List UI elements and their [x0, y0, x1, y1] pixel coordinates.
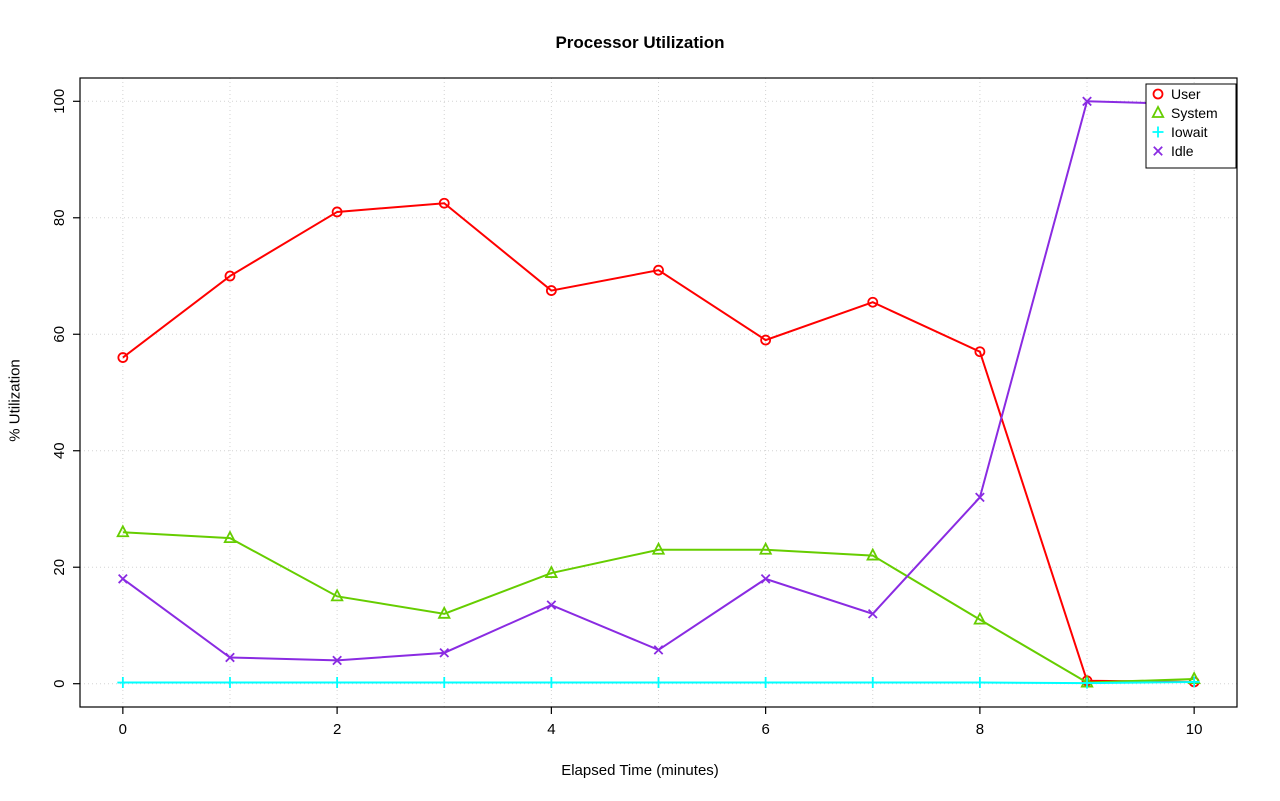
y-tick-label: 20 [51, 559, 68, 576]
series-marker-iowait [117, 677, 129, 689]
series-marker-system [437, 605, 451, 619]
series-marker-user [974, 346, 986, 358]
series-marker-iowait [867, 677, 879, 689]
x-axis-label: Elapsed Time (minutes) [561, 762, 719, 779]
series-marker-system [973, 611, 987, 625]
series-marker-iowait [974, 677, 986, 689]
x-tick-label: 2 [333, 721, 341, 738]
series-marker-iowait [1081, 677, 1093, 689]
legend-symbol-iowait [1152, 126, 1164, 138]
series-marker-idle [653, 645, 664, 655]
x-tick-label: 8 [976, 721, 984, 738]
legend-label-iowait: Iowait [1171, 124, 1208, 140]
series-marker-iowait [760, 677, 772, 689]
y-tick-label: 40 [51, 442, 68, 459]
series-marker-idle [546, 600, 557, 610]
series-marker-idle [332, 655, 342, 666]
series-marker-user [653, 264, 664, 276]
series-marker-iowait [653, 677, 664, 689]
series-marker-user [117, 352, 129, 363]
series-marker-system [116, 524, 130, 538]
series-marker-idle [867, 608, 878, 619]
x-tick-label: 6 [761, 721, 769, 738]
series-marker-iowait [438, 677, 450, 689]
series-line-user [122, 202, 1195, 683]
series-marker-iowait [1188, 676, 1200, 688]
y-tick-label: 0 [51, 680, 68, 688]
legend-symbol-system [1151, 105, 1165, 118]
legend-symbol-idle [1153, 146, 1163, 156]
series-marker-system [544, 565, 559, 578]
series-marker-system [866, 547, 880, 561]
series-marker-idle [439, 647, 450, 658]
series-marker-iowait [545, 677, 557, 689]
plot-box [79, 77, 1238, 708]
series-line-system [122, 531, 1195, 684]
x-tick-label: 0 [119, 721, 127, 738]
series-marker-user [438, 197, 450, 209]
y-tick-label: 60 [51, 326, 68, 343]
series-marker-idle [118, 574, 128, 584]
series-marker-system [330, 588, 344, 602]
x-tick-label: 10 [1186, 721, 1203, 738]
series-marker-system [223, 530, 237, 544]
series-marker-iowait [224, 677, 236, 689]
series-marker-system [758, 541, 773, 555]
series-marker-idle [975, 492, 985, 503]
y-tick-label: 100 [51, 89, 68, 114]
series-marker-idle [225, 652, 235, 663]
series-marker-system [651, 541, 666, 555]
legend-symbol-user [1152, 88, 1164, 100]
legend-label-idle: Idle [1171, 143, 1194, 159]
series-marker-user [331, 206, 343, 218]
series-marker-user [760, 334, 772, 346]
series-marker-idle [1082, 96, 1092, 107]
x-tick-label: 4 [547, 721, 555, 738]
legend-label-system: System [1171, 105, 1218, 121]
series-line-idle [122, 100, 1195, 662]
chart-title: Processor Utilization [555, 33, 725, 52]
series-marker-user [545, 285, 557, 296]
series-marker-idle [760, 574, 771, 584]
legend-label-user: User [1171, 86, 1201, 102]
y-axis-label: % Utilization [6, 359, 24, 442]
series-marker-user [224, 270, 236, 282]
series-marker-user [867, 296, 879, 308]
y-tick-label: 80 [51, 209, 68, 226]
series-marker-iowait [331, 677, 343, 689]
